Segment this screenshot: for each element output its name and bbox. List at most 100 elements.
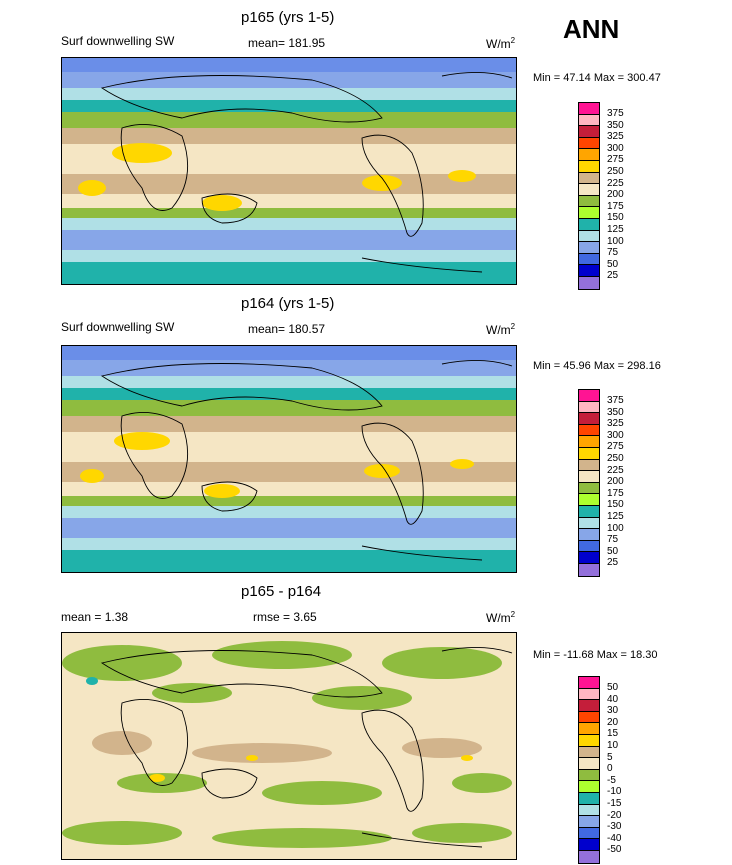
colorbar-tick: 100: [607, 523, 624, 534]
colorbar-tick: -40: [607, 833, 622, 844]
colorbar-tick: 200: [607, 476, 624, 487]
colorbar-swatch: [579, 218, 599, 231]
colorbar-swatch: [579, 529, 599, 541]
panel-2-field-label: Surf downwelling SW: [61, 320, 175, 334]
colorbar-tick: 175: [607, 201, 624, 212]
colorbar-tick: 350: [607, 407, 624, 418]
colorbar-tick: 50: [607, 682, 619, 693]
colorbar-swatch: [579, 505, 599, 518]
colorbar-swatch: [579, 207, 599, 219]
colorbar-tick: 10: [607, 740, 619, 751]
colorbar-tick: 300: [607, 143, 624, 154]
panel-3-title: p165 - p164: [241, 583, 322, 600]
panel-3-map-svg: [62, 633, 516, 859]
colorbar-tick: 250: [607, 166, 624, 177]
colorbar-swatch: [579, 552, 599, 564]
colorbar-tick: 0: [607, 763, 613, 774]
colorbar-swatch: [579, 482, 599, 495]
colorbar-swatch: [579, 126, 599, 138]
colorbar-swatch: [579, 184, 599, 196]
colorbar-swatch: [579, 563, 599, 576]
colorbar-swatch: [579, 265, 599, 277]
panel-3-units: W/m2: [486, 610, 516, 625]
colorbar-tick: 75: [607, 247, 619, 258]
colorbar-tick: -5: [607, 775, 616, 786]
colorbar-swatch: [579, 242, 599, 254]
colorbar-tick: 50: [607, 259, 619, 270]
colorbar-swatch: [579, 827, 599, 840]
colorbar-swatch: [579, 723, 599, 735]
colorbar-tick: 175: [607, 488, 624, 499]
colorbar-tick: -20: [607, 810, 622, 821]
panel-1-field-label: Surf downwelling SW: [61, 34, 175, 48]
colorbar-swatch: [579, 711, 599, 724]
colorbar-swatch: [579, 850, 599, 863]
colorbar-swatch: [579, 700, 599, 712]
colorbar-tick: 225: [607, 465, 624, 476]
colorbar-swatch: [579, 253, 599, 266]
panel-1-title: p165 (yrs 1-5): [241, 9, 335, 26]
colorbar-tick: 275: [607, 441, 624, 452]
panel-1-map-svg: [62, 58, 516, 284]
panel-3-colorbar: [578, 676, 600, 864]
colorbar-swatch: [579, 758, 599, 770]
colorbar-tick: 275: [607, 154, 624, 165]
colorbar-tick: 325: [607, 131, 624, 142]
colorbar-tick: 30: [607, 705, 619, 716]
colorbar-tick: 300: [607, 430, 624, 441]
colorbar-tick: 125: [607, 224, 624, 235]
colorbar-tick: 350: [607, 120, 624, 131]
colorbar-tick: 25: [607, 270, 619, 281]
colorbar-tick: 50: [607, 546, 619, 557]
colorbar-swatch: [579, 459, 599, 472]
colorbar-swatch: [579, 792, 599, 805]
colorbar-tick: 375: [607, 108, 624, 119]
colorbar-tick: 5: [607, 752, 613, 763]
colorbar-tick: -30: [607, 821, 622, 832]
panel-1-colorbar: [578, 102, 600, 290]
colorbar-swatch: [579, 149, 599, 161]
colorbar-swatch: [579, 517, 599, 530]
colorbar-swatch: [579, 413, 599, 425]
colorbar-swatch: [579, 424, 599, 437]
panel-1-mean-label: mean= 181.95: [248, 36, 326, 50]
colorbar-tick: -15: [607, 798, 622, 809]
panel-2-title: p164 (yrs 1-5): [241, 295, 335, 312]
panel-2-map: [61, 345, 517, 573]
colorbar-swatch: [579, 688, 599, 701]
colorbar-tick: 225: [607, 178, 624, 189]
colorbar-swatch: [579, 746, 599, 759]
colorbar-swatch: [579, 677, 599, 689]
colorbar-swatch: [579, 769, 599, 782]
colorbar-tick: -50: [607, 844, 622, 855]
colorbar-swatch: [579, 172, 599, 185]
colorbar-swatch: [579, 839, 599, 851]
panel-2-units: W/m2: [486, 322, 516, 337]
colorbar-swatch: [579, 436, 599, 448]
panel-3-map: [61, 632, 517, 860]
colorbar-swatch: [579, 804, 599, 817]
colorbar-swatch: [579, 103, 599, 115]
colorbar-swatch: [579, 781, 599, 793]
panel-2-mean-label: mean= 180.57: [248, 322, 326, 336]
colorbar-tick: 200: [607, 189, 624, 200]
colorbar-tick: 25: [607, 557, 619, 568]
colorbar-tick: 100: [607, 236, 624, 247]
colorbar-swatch: [579, 447, 599, 460]
colorbar-swatch: [579, 137, 599, 150]
colorbar-swatch: [579, 816, 599, 828]
colorbar-swatch: [579, 471, 599, 483]
panel-1-units: W/m2: [486, 36, 516, 51]
colorbar-swatch: [579, 276, 599, 289]
colorbar-tick: 40: [607, 694, 619, 705]
panel-2-map-svg: [62, 346, 516, 572]
colorbar-swatch: [579, 390, 599, 402]
panel-2-colorbar: [578, 389, 600, 577]
colorbar-tick: 375: [607, 395, 624, 406]
colorbar-tick: 250: [607, 453, 624, 464]
panel-3-rmse-label: rmse = 3.65: [253, 610, 317, 624]
panel-3-mean-label: mean = 1.38: [61, 610, 129, 624]
colorbar-swatch: [579, 230, 599, 243]
colorbar-tick: 125: [607, 511, 624, 522]
colorbar-swatch: [579, 114, 599, 127]
